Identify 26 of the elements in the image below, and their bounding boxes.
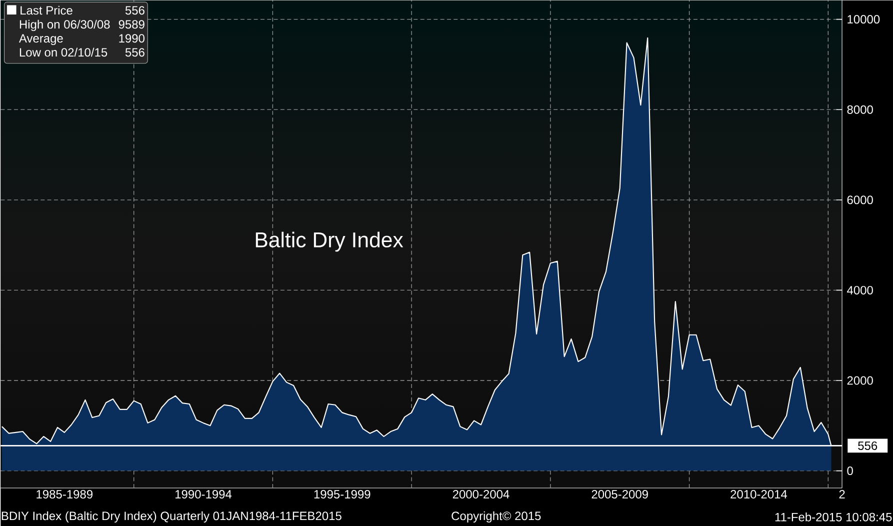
- annotation: 9589: [118, 20, 144, 29]
- x-tick-label: 2010-2014: [730, 490, 788, 499]
- x-tick-label: 2: [839, 490, 845, 498]
- text: Baltic Dry Index: [256, 232, 404, 252]
- x-tick-label: 2000-2004: [452, 490, 510, 499]
- ref-line-label: 556: [858, 441, 878, 450]
- y-tick-label: 10000: [848, 15, 880, 24]
- x-tick-label: 1995-1999: [314, 490, 370, 499]
- y-tick-label: 6000: [847, 196, 873, 204]
- annotation: High on 06/30/08: [20, 20, 110, 32]
- y-tick-label: 8000: [847, 105, 873, 114]
- annotation: 556: [125, 48, 144, 57]
- annotation: Low on 02/10/15: [20, 48, 108, 57]
- x-tick-label: 1985-1989: [36, 490, 92, 499]
- y-tick-label: 2000: [847, 376, 873, 385]
- y-tick-label: 4000: [847, 286, 873, 294]
- text: Copyright© 2015: [452, 511, 541, 523]
- x-tick-label: 2005-2009: [592, 490, 648, 499]
- text: BDIY Index (Baltic Dry Index) Quarterly 01JAN1984-11FEB2015: [2, 511, 342, 523]
- text: 11-Feb-2015 10:08:45: [775, 512, 892, 522]
- annotation: Average: [18, 34, 63, 46]
- annotation: 556: [125, 6, 144, 15]
- x-tick-label: 1990-1994: [176, 490, 232, 499]
- annotation: 1990: [119, 34, 144, 43]
- legend-label: Last Price: [20, 6, 72, 15]
- y-tick-label: 0: [847, 466, 853, 476]
